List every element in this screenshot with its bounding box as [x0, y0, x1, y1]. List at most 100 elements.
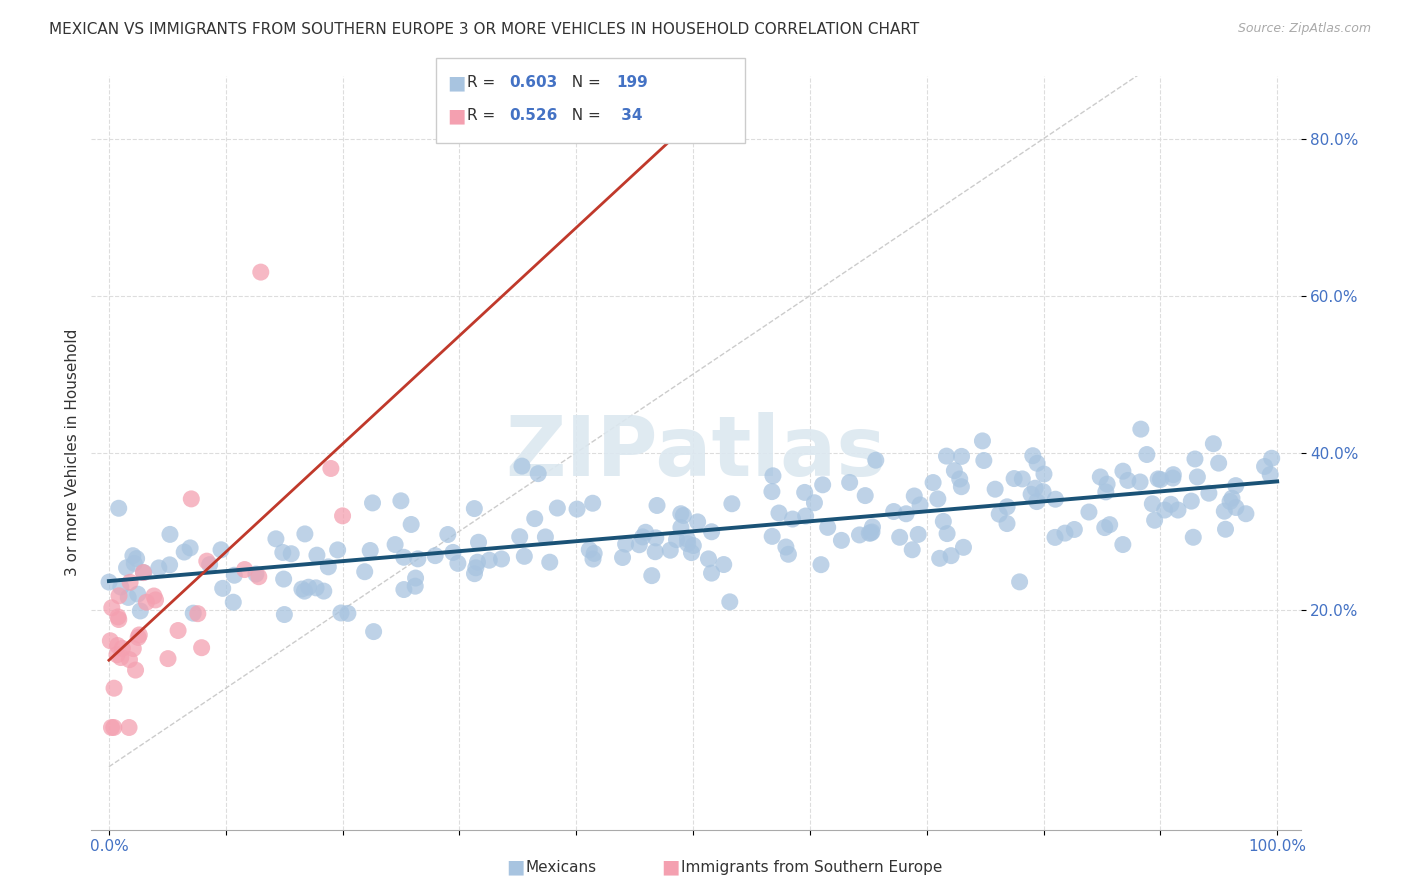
Point	[98, 575, 121, 590]
Point	[363, 624, 385, 639]
Point	[1184, 452, 1206, 467]
Text: N =: N =	[562, 76, 606, 90]
Point	[817, 520, 839, 534]
Point	[145, 593, 167, 607]
Point	[118, 721, 141, 735]
Point	[889, 530, 911, 544]
Point	[659, 543, 682, 558]
Point	[848, 528, 870, 542]
Point	[858, 526, 880, 541]
Point	[127, 631, 149, 645]
Point	[901, 542, 924, 557]
Text: Immigrants from Southern Europe: Immigrants from Southern Europe	[681, 860, 942, 874]
Point	[1167, 503, 1189, 517]
Point	[908, 498, 931, 512]
Point	[883, 504, 905, 518]
Point	[1095, 477, 1118, 491]
Point	[264, 532, 287, 546]
Point	[1163, 467, 1185, 482]
Point	[198, 558, 221, 572]
Point	[467, 535, 489, 549]
Point	[644, 545, 666, 559]
Point	[271, 545, 294, 559]
Point	[995, 516, 1018, 531]
Point	[697, 552, 720, 566]
Point	[681, 546, 703, 560]
Point	[1112, 537, 1135, 551]
Point	[1094, 484, 1116, 499]
Point	[1215, 522, 1237, 536]
Point	[117, 591, 139, 605]
Point	[389, 493, 412, 508]
Point	[583, 546, 606, 560]
Text: ■: ■	[447, 73, 465, 93]
Point	[249, 265, 271, 279]
Point	[762, 468, 785, 483]
Point	[1090, 470, 1112, 484]
Point	[1187, 470, 1209, 484]
Point	[903, 489, 925, 503]
Point	[1142, 497, 1164, 511]
Point	[943, 464, 966, 478]
Point	[209, 542, 232, 557]
Point	[1220, 491, 1243, 506]
Point	[318, 559, 340, 574]
Point	[1219, 494, 1241, 508]
Point	[1043, 530, 1066, 544]
Point	[120, 575, 142, 590]
Point	[110, 650, 132, 665]
Point	[441, 545, 464, 559]
Point	[100, 721, 122, 735]
Text: R =: R =	[467, 76, 501, 90]
Point	[1011, 472, 1033, 486]
Text: ■: ■	[506, 857, 524, 877]
Point	[1032, 484, 1054, 499]
Point	[1136, 448, 1159, 462]
Point	[399, 517, 422, 532]
Text: Source: ZipAtlas.com: Source: ZipAtlas.com	[1237, 22, 1371, 36]
Point	[108, 589, 131, 603]
Point	[1182, 530, 1205, 544]
Point	[665, 533, 688, 547]
Point	[330, 606, 353, 620]
Point	[932, 515, 955, 529]
Point	[907, 527, 929, 541]
Point	[181, 606, 204, 620]
Point	[1147, 472, 1170, 486]
Point	[132, 566, 155, 580]
Text: R =: R =	[467, 109, 501, 123]
Point	[1260, 451, 1282, 466]
Point	[467, 555, 489, 569]
Point	[115, 560, 138, 574]
Point	[686, 515, 709, 529]
Point	[305, 548, 328, 562]
Text: MEXICAN VS IMMIGRANTS FROM SOUTHERN EUROPE 3 OR MORE VEHICLES IN HOUSEHOLD CORRE: MEXICAN VS IMMIGRANTS FROM SOUTHERN EURO…	[49, 22, 920, 37]
Point	[294, 527, 316, 541]
Y-axis label: 3 or more Vehicles in Household: 3 or more Vehicles in Household	[65, 329, 80, 576]
Point	[1025, 494, 1047, 508]
Point	[1112, 464, 1135, 478]
Point	[775, 540, 797, 554]
Point	[935, 449, 957, 463]
Point	[838, 475, 860, 490]
Point	[1225, 478, 1247, 492]
Point	[319, 461, 342, 475]
Point	[247, 570, 270, 584]
Point	[612, 550, 634, 565]
Point	[513, 549, 536, 564]
Point	[297, 580, 319, 594]
Text: 199: 199	[616, 76, 648, 90]
Point	[1202, 436, 1225, 450]
Point	[361, 496, 384, 510]
Point	[794, 509, 817, 524]
Point	[778, 547, 800, 561]
Point	[700, 566, 723, 581]
Point	[294, 584, 316, 599]
Point	[984, 482, 1007, 496]
Point	[107, 501, 129, 516]
Point	[392, 582, 415, 597]
Point	[865, 453, 887, 467]
Point	[1053, 526, 1076, 541]
Point	[406, 552, 429, 566]
Point	[142, 589, 165, 603]
